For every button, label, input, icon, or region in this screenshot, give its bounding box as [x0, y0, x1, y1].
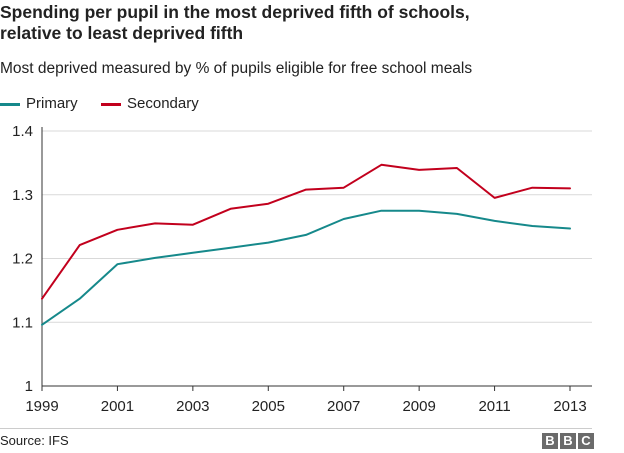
legend-swatch-secondary	[101, 103, 121, 106]
x-tick-label: 2001	[101, 398, 134, 415]
logo-letter-c: C	[578, 433, 594, 449]
source-note: Source: IFS	[0, 433, 69, 448]
chart-title-line-2: relative to least deprived fifth	[0, 23, 244, 43]
x-tick-label: 2003	[176, 398, 209, 415]
chart-title: Spending per pupil in the most deprived …	[0, 2, 600, 44]
series-line-secondary	[41, 163, 571, 300]
y-tick-label: 1.1	[12, 314, 33, 331]
logo-letter-b1: B	[542, 433, 558, 449]
legend-label-secondary: Secondary	[127, 95, 199, 112]
logo-letter-b2: B	[560, 433, 576, 449]
y-tick-label: 1.4	[12, 123, 33, 140]
y-tick-label: 1.2	[12, 251, 33, 268]
x-tick-label: 2009	[402, 398, 435, 415]
y-tick-label: 1.3	[12, 187, 33, 204]
chart-subtitle: Most deprived measured by % of pupils el…	[0, 60, 473, 77]
chart-title-line-1: Spending per pupil in the most deprived …	[0, 2, 470, 22]
series-line-primary	[41, 209, 571, 326]
legend-label-primary: Primary	[26, 95, 78, 112]
legend-swatch-primary	[0, 103, 20, 106]
x-tick-label: 2005	[252, 398, 285, 415]
x-tick-label: 2013	[553, 398, 586, 415]
y-tick-label: 1	[25, 378, 33, 395]
x-tick-label: 2007	[327, 398, 360, 415]
x-tick-label: 2011	[478, 398, 510, 415]
footer-divider	[0, 428, 592, 429]
x-tick-label: 1999	[25, 398, 58, 415]
